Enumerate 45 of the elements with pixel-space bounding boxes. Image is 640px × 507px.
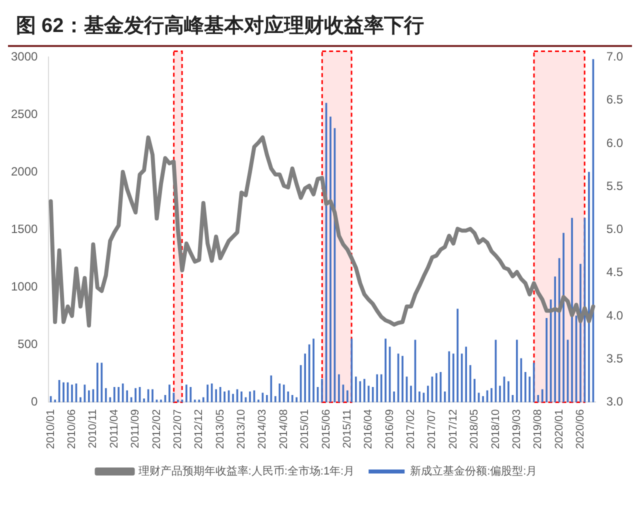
y-tick-label: 1000 [10,280,38,294]
x-tick-label: 2019/03 [510,409,523,450]
y-tick-label: 2500 [10,107,38,122]
y2-tick-label: 7.0 [606,50,624,64]
x-tick-label: 2013/05 [214,409,226,450]
x-tick-label: 2017/12 [447,409,460,450]
y-tick-label: 2000 [10,164,38,179]
y2-tick-label: 3.0 [606,394,624,409]
x-tick-label: 2010/01 [44,409,57,450]
legend-label: 新成立基金份额:偏股型:月 [410,464,538,478]
x-tick-label: 2020/06 [574,409,587,450]
x-tick-label: 2015/11 [341,409,354,448]
x-tick-label: 2011/09 [130,409,142,448]
x-tick-label: 2016/04 [362,409,375,450]
x-tick-label: 2018/05 [468,409,481,450]
y2-tick-label: 5.5 [606,178,624,193]
y2-tick-label: 6.5 [606,92,624,107]
x-tick-label: 2017/02 [405,409,418,450]
x-tick-label: 2020/01 [553,409,566,450]
y-tick-label: 3000 [10,50,38,64]
y2-tick-label: 4.5 [606,265,624,280]
x-tick-label: 2010/11 [87,409,100,448]
y2-tick-label: 3.5 [606,351,624,366]
x-tick-label: 2012/02 [150,409,163,450]
y2-tick-label: 4.0 [606,308,624,322]
chart-title: 图 62：基金发行高峰基本对应理财收益率下行 [8,8,632,47]
x-tick-label: 2012/07 [172,409,184,450]
x-tick-label: 2014/08 [278,409,290,450]
x-tick-label: 2016/09 [384,409,396,450]
x-tick-label: 2017/07 [426,409,438,450]
x-tick-label: 2019/08 [532,409,544,450]
y-tick-label: 500 [18,337,38,352]
legend-label: 理财产品预期年收益率:人民币:全市场:1年:月 [138,464,355,478]
x-tick-label: 2011/04 [108,409,120,448]
x-tick-label: 2014/03 [256,409,269,450]
x-tick-label: 2010/06 [66,409,78,450]
x-tick-label: 2012/12 [193,409,206,450]
y-tick-label: 0 [31,394,38,409]
x-tick-label: 2015/01 [299,409,312,450]
x-tick-label: 2013/10 [236,409,248,450]
y-tick-label: 1500 [10,222,38,236]
x-tick-label: 2015/06 [320,409,332,450]
y2-tick-label: 6.0 [606,136,624,150]
y2-tick-label: 5.0 [606,222,624,236]
x-tick-label: 2018/10 [490,409,502,450]
